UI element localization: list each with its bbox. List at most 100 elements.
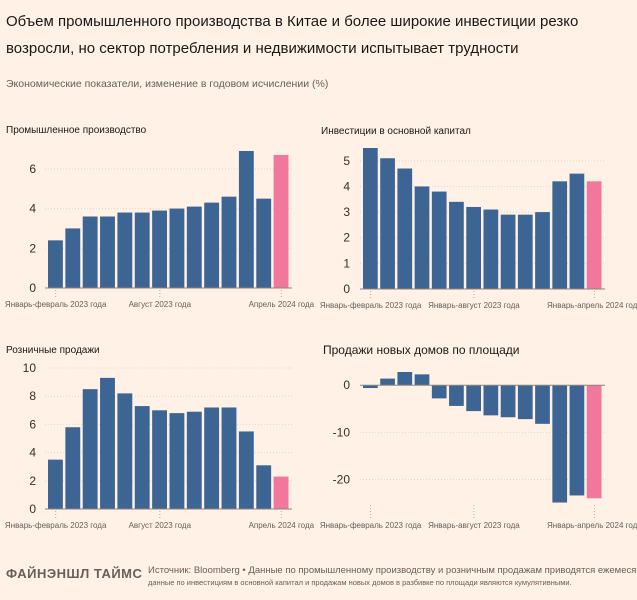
bar-fixed-asset-investment [363,148,378,289]
x-tick-label: Август 2023 года [129,300,192,309]
bar-fixed-asset-investment [569,173,585,289]
bar-retail-sales [152,410,167,509]
page-subtitle: Экономические показатели, изменение в го… [6,78,329,90]
bar-industrial-production [273,154,289,288]
x-tick-label: Январь-февраль 2023 года [320,301,422,310]
chart-title-retail-sales: Розничные продажи [6,345,100,356]
bar-retail-sales [238,431,254,509]
y-tick-label: 5 [343,154,350,168]
bar-retail-sales [48,459,63,509]
x-tick-label: Январь-февраль 2023 года [5,300,107,309]
bar-new-home-sales [483,385,499,416]
y-tick-label: -20 [333,472,351,486]
bar-industrial-production [117,212,133,288]
bar-retail-sales [100,377,115,509]
bar-retail-sales [221,407,237,509]
y-tick-label: -10 [333,425,351,439]
y-tick-label: 4 [29,446,36,460]
source-line-1: Источник: Bloomberg • Данные по промышле… [148,565,637,576]
bar-fixed-asset-investment [517,214,533,289]
y-tick-label: 4 [343,179,350,193]
bar-industrial-production [100,216,115,288]
x-tick-label: Январь-август 2023 года [428,301,520,310]
source-note: Источник: Bloomberg • Данные по промышле… [148,565,637,589]
bar-retail-sales [256,465,272,509]
bar-new-home-sales [363,385,378,389]
bar-industrial-production [65,228,81,288]
bar-fixed-asset-investment [535,212,550,289]
y-tick-label: 3 [343,205,350,219]
bar-new-home-sales [380,378,395,386]
bar-fixed-asset-investment [466,206,481,289]
y-tick-label: 0 [29,281,36,295]
page-title: Объем промышленного производства в Китае… [6,13,579,57]
bar-industrial-production [186,206,202,288]
bar-fixed-asset-investment [500,214,516,289]
bar-new-home-sales [500,385,516,418]
bar-fixed-asset-investment [586,181,602,289]
bar-industrial-production [152,210,167,288]
bar-retail-sales [65,427,81,509]
x-tick-label: Январь-апрель 2024 года [547,521,637,530]
bar-industrial-production [134,212,150,288]
bar-industrial-production [48,240,63,288]
y-tick-label: 6 [29,162,36,176]
bar-new-home-sales [466,385,481,412]
bar-retail-sales [82,389,98,509]
bar-new-home-sales [431,385,447,399]
bar-new-home-sales [449,385,464,406]
bar-retail-sales [134,406,150,509]
y-tick-label: 0 [343,282,350,296]
chart-title-new-home-sales: Продажи новых домов по площади [323,343,519,357]
bar-retail-sales [117,393,133,509]
bar-fixed-asset-investment [414,186,430,289]
y-tick-label: 0 [29,502,36,516]
bar-fixed-asset-investment [431,191,447,289]
bar-new-home-sales [397,372,413,386]
bar-new-home-sales [586,385,602,499]
bar-fixed-asset-investment [552,181,568,289]
bar-new-home-sales [552,385,568,503]
source-line-2: данные по инвестициям в основной капитал… [148,578,572,587]
y-tick-label: 10 [23,361,37,375]
bar-retail-sales [169,413,185,509]
bar-new-home-sales [569,385,585,496]
bar-industrial-production [221,196,237,288]
chart-title-industrial-production: Промышленное производство [6,125,147,136]
bar-fixed-asset-investment [380,158,395,289]
x-tick-label: Январь-февраль 2023 года [320,521,422,530]
x-tick-label: Январь-февраль 2023 года [5,521,107,530]
y-tick-label: 8 [29,389,36,403]
bar-retail-sales [186,411,202,509]
x-tick-label: Август 2023 года [129,521,192,530]
y-tick-label: 1 [343,256,350,270]
bar-fixed-asset-investment [397,168,413,289]
y-tick-label: 4 [29,202,36,216]
y-tick-label: 2 [29,474,36,488]
x-tick-label: Январь-апрель 2024 года [547,301,637,310]
bar-new-home-sales [517,385,533,420]
bar-retail-sales [204,407,220,509]
x-tick-label: Апрель 2024 года [249,521,315,530]
x-tick-label: Январь-август 2023 года [428,521,520,530]
bar-industrial-production [256,198,272,288]
bar-industrial-production [169,208,185,288]
bar-fixed-asset-investment [483,209,499,289]
y-tick-label: 0 [343,378,350,392]
y-tick-label: 2 [29,241,36,255]
ft-brand-logo: ФАЙНЭНШЛ ТАЙМС [6,566,143,581]
bar-retail-sales [273,476,289,509]
y-tick-label: 6 [29,417,36,431]
bar-new-home-sales [414,374,430,386]
x-tick-label: Апрель 2024 года [249,300,315,309]
bar-industrial-production [238,150,254,288]
bar-industrial-production [82,216,98,288]
bar-new-home-sales [535,385,550,424]
bar-industrial-production [204,202,220,288]
bar-fixed-asset-investment [449,201,464,289]
y-tick-label: 2 [343,231,350,245]
